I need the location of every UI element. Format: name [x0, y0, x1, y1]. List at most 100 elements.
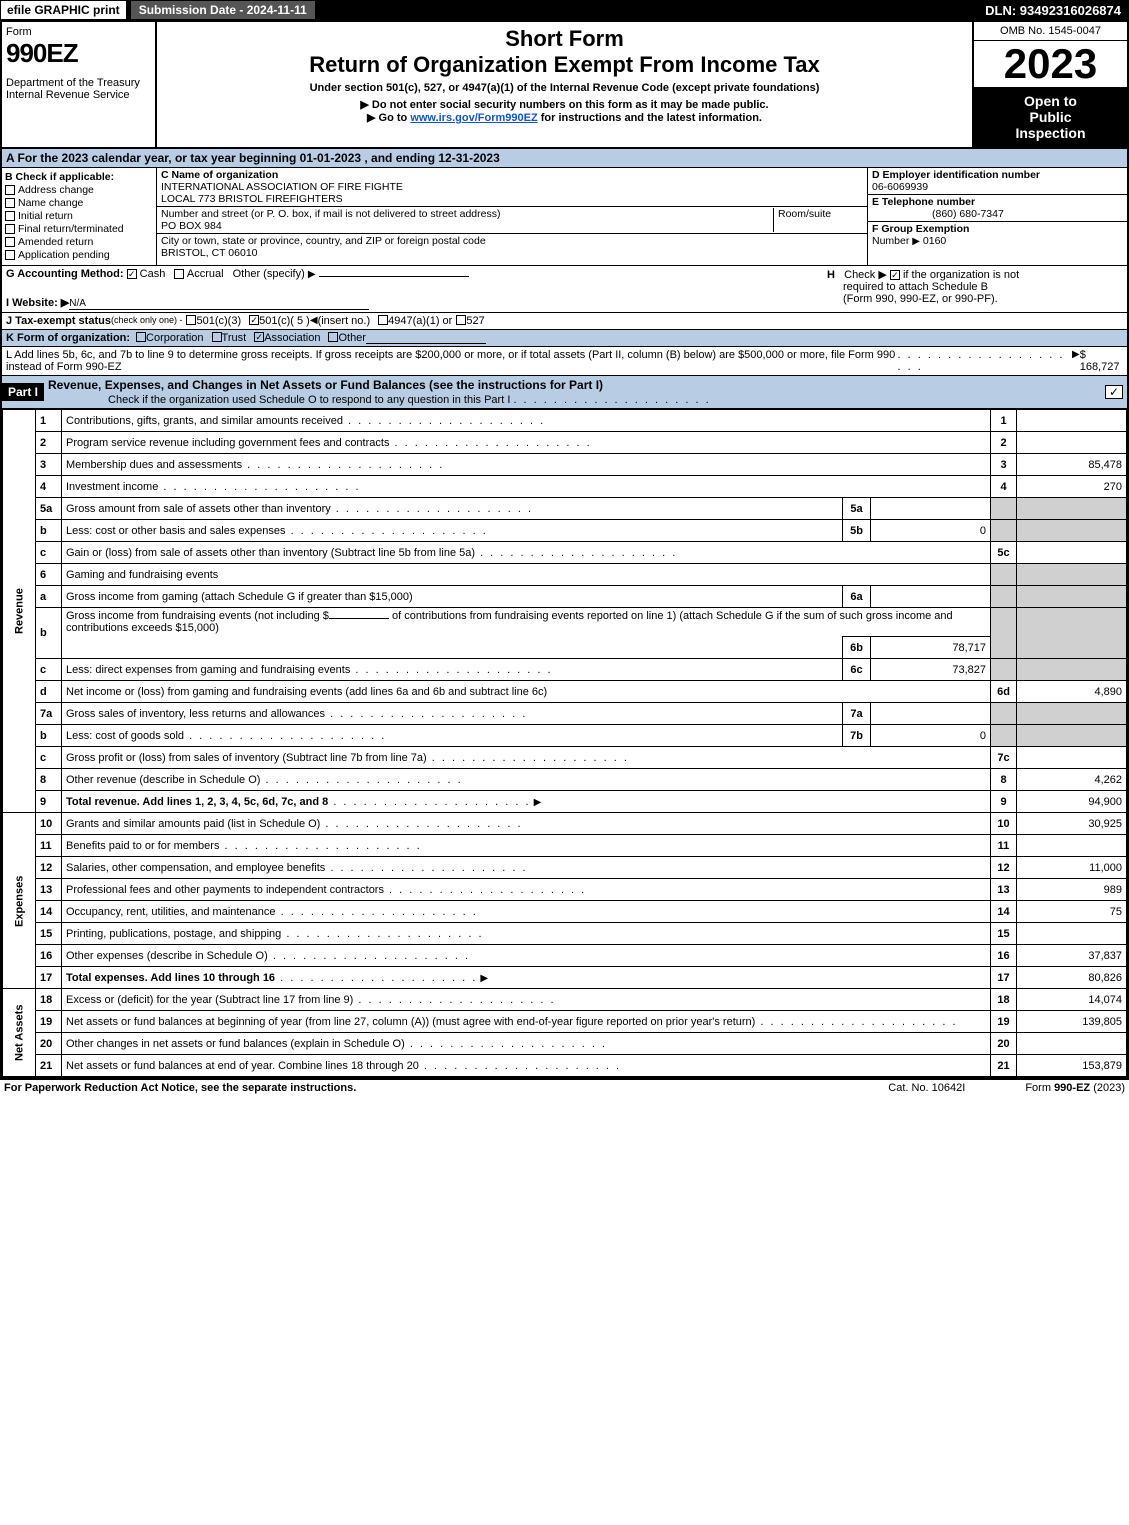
- city-label: City or town, state or province, country…: [161, 235, 486, 247]
- title-block: Form 990EZ Department of the Treasury In…: [0, 22, 1129, 149]
- cb-trust[interactable]: [212, 332, 222, 342]
- cb-other-org[interactable]: [328, 332, 338, 342]
- opt-trust: Trust: [222, 332, 247, 344]
- cb-cash[interactable]: [127, 269, 137, 279]
- cb-527[interactable]: [456, 315, 466, 325]
- cb-name-change[interactable]: [5, 198, 15, 208]
- section-a-tax-year: A For the 2023 calendar year, or tax yea…: [0, 149, 1129, 168]
- line-12-sidenum: 12: [991, 857, 1017, 879]
- group-label2: Number: [872, 235, 909, 247]
- cb-501c3[interactable]: [186, 315, 196, 325]
- line-4-sidenum: 4: [991, 476, 1017, 498]
- line-7b-sidenum: [991, 725, 1017, 747]
- line-6a-amt: [1017, 586, 1127, 608]
- line-14-amt: 75: [1017, 901, 1127, 923]
- line-5c-amt: [1017, 542, 1127, 564]
- revenue-side-label: Revenue: [3, 410, 36, 813]
- line-1-num: 1: [36, 410, 62, 432]
- addr-value: PO BOX 984: [161, 220, 222, 232]
- line-3-text: Membership dues and assessments: [66, 459, 242, 471]
- tax-year: 2023: [974, 41, 1127, 87]
- cb-schedule-o-used[interactable]: ✓: [1105, 385, 1123, 399]
- line-19-sidenum: 19: [991, 1011, 1017, 1033]
- irs-link[interactable]: www.irs.gov/Form990EZ: [410, 112, 537, 124]
- line-19-num: 19: [36, 1011, 62, 1033]
- opt-accrual: Accrual: [187, 268, 224, 280]
- line-11-amt: [1017, 835, 1127, 857]
- cb-schedule-b-not-required[interactable]: [890, 270, 900, 280]
- line-6b-pre: Gross income from fundraising events (no…: [66, 610, 329, 622]
- line-6-amt: [1017, 564, 1127, 586]
- line-18-sidenum: 18: [991, 989, 1017, 1011]
- line-2-amt: [1017, 432, 1127, 454]
- cb-address-change[interactable]: [5, 185, 15, 195]
- cb-final-return[interactable]: [5, 224, 15, 234]
- line-10-text: Grants and similar amounts paid (list in…: [66, 818, 320, 830]
- short-form-title: Short Form: [165, 26, 964, 52]
- file-header: efile GRAPHIC print Submission Date - 20…: [0, 0, 1129, 22]
- b-label: B Check if applicable:: [5, 171, 153, 183]
- line-15-sidenum: 15: [991, 923, 1017, 945]
- line-6b-smallamt: 78,717: [871, 637, 991, 659]
- cb-initial-return[interactable]: [5, 211, 15, 221]
- line-6-num: 6: [36, 564, 62, 586]
- line-12-amt: 11,000: [1017, 857, 1127, 879]
- under-section: Under section 501(c), 527, or 4947(a)(1)…: [165, 82, 964, 94]
- tel-label: E Telephone number: [872, 196, 975, 208]
- cb-corporation[interactable]: [136, 332, 146, 342]
- section-k: K Form of organization: Corporation Trus…: [0, 330, 1129, 347]
- i-label: I Website: ▶: [6, 297, 69, 309]
- section-g: G Accounting Method: Cash Accrual Other …: [6, 268, 823, 310]
- line-9-text: Total revenue. Add lines 1, 2, 3, 4, 5c,…: [66, 796, 328, 808]
- line-17-amt: 80,826: [1017, 967, 1127, 989]
- line-4-amt: 270: [1017, 476, 1127, 498]
- line-9-num: 9: [36, 791, 62, 813]
- line-11-num: 11: [36, 835, 62, 857]
- cb-amended-return[interactable]: [5, 237, 15, 247]
- opt-corporation: Corporation: [146, 332, 203, 344]
- line-7a-text: Gross sales of inventory, less returns a…: [66, 708, 325, 720]
- line-7c-sidenum: 7c: [991, 747, 1017, 769]
- opt-501c3: 501(c)(3): [196, 315, 241, 327]
- city-value: BRISTOL, CT 06010: [161, 247, 258, 259]
- efile-print-button[interactable]: efile GRAPHIC print: [0, 0, 127, 20]
- line-7c-text: Gross profit or (loss) from sales of inv…: [66, 752, 427, 764]
- opt-4947: 4947(a)(1) or: [388, 315, 452, 327]
- line-4-text: Investment income: [66, 481, 158, 493]
- line-6a-text: Gross income from gaming (attach Schedul…: [66, 591, 413, 603]
- footer-left: For Paperwork Reduction Act Notice, see …: [4, 1082, 356, 1094]
- line-6d-text: Net income or (loss) from gaming and fun…: [66, 686, 547, 698]
- other-specify-input[interactable]: [319, 276, 469, 277]
- lines-table: Revenue 1 Contributions, gifts, grants, …: [2, 409, 1127, 1077]
- dept-treasury: Department of the Treasury Internal Reve…: [6, 77, 151, 101]
- line-11-text: Benefits paid to or for members: [66, 840, 219, 852]
- line-6-sidenum: [991, 564, 1017, 586]
- line-7a-smallamt: [871, 703, 991, 725]
- line-14-sidenum: 14: [991, 901, 1017, 923]
- l-text: L Add lines 5b, 6c, and 7b to line 9 to …: [6, 349, 898, 373]
- cb-association[interactable]: [254, 332, 264, 342]
- line-21-text: Net assets or fund balances at end of ye…: [66, 1060, 419, 1072]
- cb-application-pending[interactable]: [5, 250, 15, 260]
- line-5a-smalllbl: 5a: [843, 498, 871, 520]
- line-7a-smalllbl: 7a: [843, 703, 871, 725]
- expenses-side-label: Expenses: [3, 813, 36, 989]
- line-17-text: Total expenses. Add lines 10 through 16: [66, 972, 275, 984]
- footer-form-ref: Form 990-EZ (2023): [1025, 1082, 1125, 1094]
- l-amount: $ 168,727: [1080, 349, 1123, 373]
- line-7c-num: c: [36, 747, 62, 769]
- line-5a-text: Gross amount from sale of assets other t…: [66, 503, 331, 515]
- cb-accrual[interactable]: [174, 269, 184, 279]
- line-4-num: 4: [36, 476, 62, 498]
- form-number: 990EZ: [6, 38, 151, 69]
- line-12-num: 12: [36, 857, 62, 879]
- line-6b-blank[interactable]: [329, 618, 389, 619]
- line-7c-amt: [1017, 747, 1127, 769]
- line-6b-num: b: [36, 608, 62, 659]
- line-2-num: 2: [36, 432, 62, 454]
- cb-501c[interactable]: [249, 315, 259, 325]
- other-org-input[interactable]: [366, 332, 486, 344]
- cb-4947[interactable]: [378, 315, 388, 325]
- h-line1: if the organization is not: [903, 269, 1019, 281]
- line-16-num: 16: [36, 945, 62, 967]
